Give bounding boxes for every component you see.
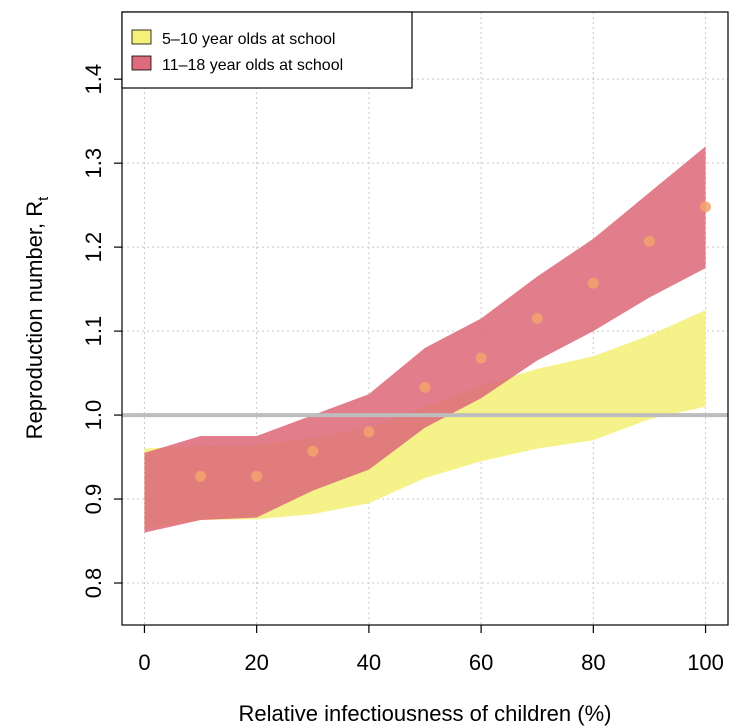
point-estimates [195, 201, 712, 482]
legend-swatch-11-18 [131, 55, 152, 71]
y-axis-title: Reproduction number, Rt [22, 196, 52, 439]
x-tick-label: 80 [581, 650, 605, 675]
point-estimate [643, 235, 655, 247]
confidence-bands [144, 146, 706, 533]
point-estimate [251, 470, 263, 482]
point-estimate [419, 381, 431, 393]
plot-frame [121, 11, 729, 626]
point-estimate [587, 277, 599, 289]
legend: 5–10 year olds at school 11–18 year olds… [121, 11, 413, 89]
y-axis-ticks: 0.8 0.9 1.0 1.1 1.2 1.3 1.4 [81, 64, 122, 598]
legend-label-5-10: 5–10 year olds at school [162, 31, 335, 48]
point-estimate [475, 352, 487, 364]
point-estimate [700, 201, 712, 213]
x-axis-ticks: 0 20 40 60 80 100 [138, 625, 724, 675]
band-series-1 [144, 146, 706, 533]
grid-lines [122, 12, 728, 625]
point-estimate [195, 470, 207, 482]
point-estimate [307, 445, 319, 457]
legend-box [121, 11, 413, 89]
x-tick-label: 0 [138, 650, 150, 675]
y-tick-label: 1.1 [81, 316, 106, 347]
legend-swatch-5-10 [131, 29, 152, 45]
x-axis-title: Relative infectiousness of children (%) [239, 701, 612, 726]
y-tick-label: 1.0 [81, 400, 106, 431]
y-axis-title-main: Reproduction number, R [22, 201, 47, 439]
y-tick-label: 0.8 [81, 568, 106, 599]
y-tick-label: 1.3 [81, 148, 106, 179]
x-tick-label: 100 [687, 650, 724, 675]
x-tick-label: 40 [357, 650, 381, 675]
x-tick-label: 20 [244, 650, 268, 675]
x-tick-label: 60 [469, 650, 493, 675]
y-tick-label: 1.4 [81, 64, 106, 95]
legend-label-11-18: 11–18 year olds at school [162, 57, 343, 74]
y-tick-label: 0.9 [81, 484, 106, 515]
y-axis-title-subscript: t [35, 196, 52, 201]
y-tick-label: 1.2 [81, 232, 106, 263]
point-estimate [363, 426, 375, 438]
point-estimate [531, 313, 543, 324]
